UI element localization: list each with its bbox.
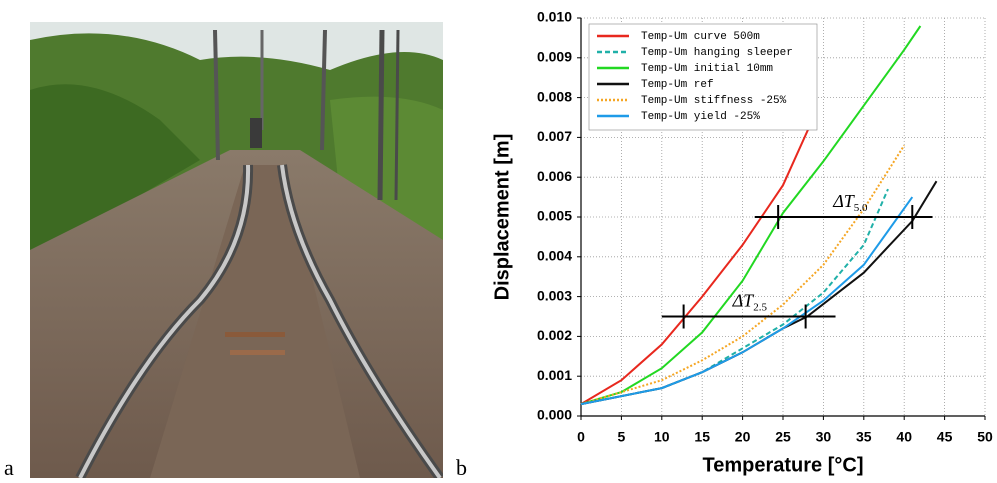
legend-label: Temp-Um initial 10mm [641,63,773,75]
x-axis-title: Temperature [°C] [703,454,864,476]
legend-label: Temp-Um stiffness -25% [641,95,787,107]
annotation: ΔT5.0 [832,191,868,213]
x-tick-label: 50 [977,429,993,445]
x-tick-label: 25 [775,429,791,445]
legend-box [588,23,818,131]
x-tick-label: 35 [856,429,872,445]
legend-label: Temp-Um curve 500m [641,31,760,43]
legend-label: Temp-Um yield -25% [641,111,760,123]
x-tick-label: 0 [577,429,585,445]
y-tick-label: 0.001 [537,367,572,383]
y-axis-title: Displacement [m] [491,134,513,301]
y-tick-label: 0.007 [537,128,572,144]
x-tick-label: 30 [816,429,832,445]
annotation-subscript: 5.0 [854,202,868,214]
series-line [580,25,922,406]
annotation: ΔT2.5 [732,291,768,313]
series-line [580,113,817,405]
x-tick-label: 5 [618,429,626,445]
x-tick-label: 20 [735,429,751,445]
x-tick-label: 10 [654,429,670,445]
x-tick-label: 45 [937,429,953,445]
panel-label: b [456,455,467,480]
y-tick-label: 0.006 [537,168,572,184]
y-tick-label: 0.010 [537,9,572,25]
photo [30,22,443,478]
y-tick-label: 0.003 [537,287,572,303]
series-line [580,196,914,406]
annotation-text: ΔT [732,291,756,311]
x-tick-label: 15 [694,429,710,445]
legend-label: Temp-Um hanging sleeper [641,47,793,59]
y-tick-label: 0.005 [537,208,572,224]
y-tick-label: 0.000 [537,407,572,423]
chart: 0 5 10 15 20 25 30 35 40 45 50 0.000 0.001 0.002 0.003… [491,9,993,477]
x-tick-label: 40 [896,429,912,445]
y-tick-label: 0.008 [537,88,572,104]
series-line [580,144,906,406]
y-tick-label: 0.002 [537,327,572,343]
y-tick-label: 0.009 [537,49,572,65]
annotation-subscript: 2.5 [753,301,767,313]
panel-label: a [4,455,14,480]
legend-label: Temp-Um ref [641,79,714,91]
annotation-text: ΔT [832,191,856,211]
y-tick-label: 0.004 [537,248,572,264]
